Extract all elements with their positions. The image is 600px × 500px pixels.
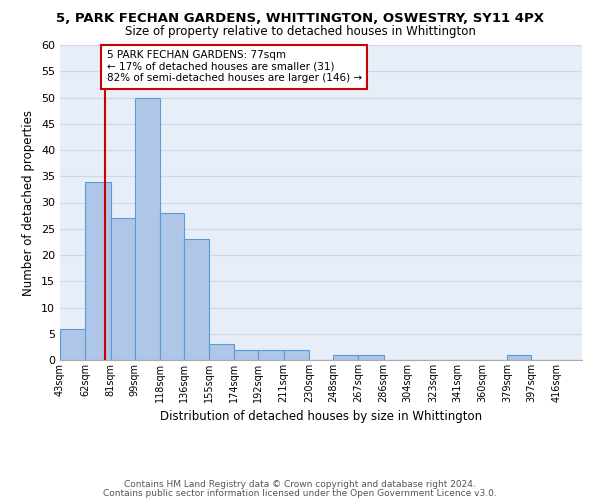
Bar bbox=[85, 182, 110, 360]
Bar bbox=[110, 218, 134, 360]
Bar bbox=[160, 213, 184, 360]
Text: Size of property relative to detached houses in Whittington: Size of property relative to detached ho… bbox=[125, 25, 475, 38]
Bar bbox=[358, 355, 383, 360]
Text: 5 PARK FECHAN GARDENS: 77sqm
← 17% of detached houses are smaller (31)
82% of se: 5 PARK FECHAN GARDENS: 77sqm ← 17% of de… bbox=[107, 50, 362, 84]
Bar bbox=[134, 98, 160, 360]
Text: Contains HM Land Registry data © Crown copyright and database right 2024.: Contains HM Land Registry data © Crown c… bbox=[124, 480, 476, 489]
X-axis label: Distribution of detached houses by size in Whittington: Distribution of detached houses by size … bbox=[160, 410, 482, 424]
Text: Contains public sector information licensed under the Open Government Licence v3: Contains public sector information licen… bbox=[103, 488, 497, 498]
Y-axis label: Number of detached properties: Number of detached properties bbox=[22, 110, 35, 296]
Bar bbox=[235, 350, 259, 360]
Text: 5, PARK FECHAN GARDENS, WHITTINGTON, OSWESTRY, SY11 4PX: 5, PARK FECHAN GARDENS, WHITTINGTON, OSW… bbox=[56, 12, 544, 26]
Bar bbox=[209, 344, 235, 360]
Bar bbox=[60, 328, 85, 360]
Bar bbox=[284, 350, 309, 360]
Bar bbox=[333, 355, 358, 360]
Bar bbox=[184, 240, 209, 360]
Bar bbox=[259, 350, 284, 360]
Bar bbox=[508, 355, 532, 360]
